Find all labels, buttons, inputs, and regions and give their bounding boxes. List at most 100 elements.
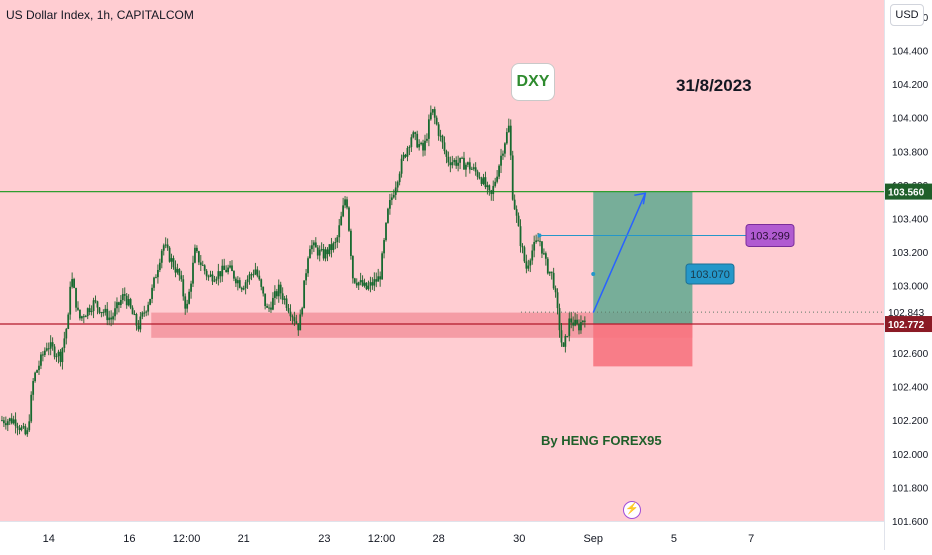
candle-body[interactable] — [18, 428, 21, 431]
candle-body[interactable] — [470, 168, 473, 170]
candle-body[interactable] — [40, 354, 42, 366]
candle-body[interactable] — [478, 176, 481, 179]
candle-body[interactable] — [519, 226, 522, 247]
candle-body[interactable] — [10, 418, 13, 424]
candle-body[interactable] — [543, 253, 545, 255]
candle-body[interactable] — [112, 316, 114, 320]
candle-body[interactable] — [566, 336, 569, 338]
candle-body[interactable] — [529, 260, 532, 266]
candle-body[interactable] — [199, 262, 202, 265]
candle-body[interactable] — [258, 275, 261, 280]
candle-body[interactable] — [170, 258, 173, 262]
candle-body[interactable] — [65, 328, 68, 339]
candle-body[interactable] — [363, 282, 366, 286]
candle-body[interactable] — [272, 297, 274, 310]
candle-body[interactable] — [544, 253, 547, 259]
candle-body[interactable] — [133, 314, 136, 316]
candle-body[interactable] — [225, 269, 228, 273]
candle-body[interactable] — [186, 303, 189, 309]
candle-body[interactable] — [554, 288, 557, 293]
candle-body[interactable] — [346, 199, 348, 208]
candle-body[interactable] — [344, 199, 346, 206]
candle-body[interactable] — [34, 372, 36, 382]
candle-body[interactable] — [63, 338, 66, 348]
candle-body[interactable] — [318, 249, 321, 256]
candle-body[interactable] — [513, 199, 516, 210]
target-arrow[interactable] — [592, 192, 647, 313]
candle-body[interactable] — [342, 205, 345, 217]
candle-body[interactable] — [102, 312, 105, 314]
candle-body[interactable] — [334, 242, 337, 244]
candle-body[interactable] — [153, 277, 155, 288]
candle-body[interactable] — [328, 244, 331, 255]
candle-body[interactable] — [311, 245, 313, 250]
candle-body[interactable] — [67, 314, 70, 329]
candle-body[interactable] — [527, 265, 530, 269]
candle-body[interactable] — [468, 162, 471, 170]
candle-body[interactable] — [398, 173, 401, 183]
candle-body[interactable] — [203, 265, 206, 271]
candle-body[interactable] — [580, 322, 582, 331]
symbol-title[interactable]: US Dollar Index, 1h, CAPITALCOM — [6, 8, 194, 22]
candle-body[interactable] — [548, 271, 551, 274]
candle-body[interactable] — [582, 320, 584, 323]
tp1-label-box[interactable] — [685, 263, 735, 285]
candle-body[interactable] — [8, 418, 11, 422]
candle-body[interactable] — [236, 280, 239, 284]
resistance-price-tag-box[interactable] — [885, 183, 932, 200]
candle-body[interactable] — [57, 351, 60, 357]
candle-body[interactable] — [182, 279, 185, 297]
candle-body[interactable] — [564, 336, 567, 347]
candle-body[interactable] — [22, 426, 25, 428]
candle-body[interactable] — [338, 225, 341, 238]
candle-body[interactable] — [143, 312, 146, 314]
candle-body[interactable] — [429, 112, 432, 120]
candle-body[interactable] — [73, 279, 75, 288]
candle-body[interactable] — [332, 243, 335, 250]
candle-body[interactable] — [455, 160, 458, 166]
candle-body[interactable] — [96, 301, 99, 308]
candle-body[interactable] — [77, 307, 79, 310]
stop-zone[interactable] — [593, 324, 693, 367]
candle-body[interactable] — [223, 265, 226, 270]
candle-body[interactable] — [293, 317, 296, 322]
candle-body[interactable] — [88, 308, 91, 313]
candle-body[interactable] — [476, 171, 479, 177]
candle-body[interactable] — [299, 314, 302, 331]
candle-body[interactable] — [445, 151, 448, 157]
candle-body[interactable] — [123, 294, 126, 296]
candle-body[interactable] — [197, 251, 200, 263]
candle-body[interactable] — [515, 209, 518, 216]
candle-body[interactable] — [410, 137, 413, 148]
candle-body[interactable] — [568, 318, 571, 337]
candle-body[interactable] — [192, 262, 194, 284]
candle-body[interactable] — [535, 240, 538, 243]
candle-body[interactable] — [424, 140, 426, 151]
candle-body[interactable] — [472, 167, 475, 169]
candle-body[interactable] — [390, 197, 393, 201]
candle-body[interactable] — [486, 185, 489, 188]
candle-body[interactable] — [266, 306, 268, 308]
candle-body[interactable] — [234, 278, 237, 284]
candle-body[interactable] — [260, 279, 263, 287]
candle-body[interactable] — [279, 284, 282, 294]
candle-body[interactable] — [59, 351, 62, 363]
candle-body[interactable] — [437, 124, 440, 136]
candle-body[interactable] — [505, 132, 508, 144]
candle-body[interactable] — [201, 264, 204, 266]
candle-body[interactable] — [275, 291, 278, 297]
candle-body[interactable] — [90, 311, 93, 313]
candle-body[interactable] — [422, 142, 424, 151]
candle-body[interactable] — [420, 142, 422, 145]
candle-body[interactable] — [155, 277, 157, 279]
candle-body[interactable] — [158, 262, 161, 270]
candle-body[interactable] — [502, 153, 504, 156]
candle-body[interactable] — [353, 278, 356, 283]
candle-body[interactable] — [414, 132, 417, 134]
candle-body[interactable] — [426, 138, 428, 141]
candle-body[interactable] — [80, 316, 83, 319]
candle-body[interactable] — [431, 109, 434, 113]
candle-body[interactable] — [213, 280, 216, 282]
candle-body[interactable] — [1, 420, 3, 422]
candle-body[interactable] — [369, 282, 372, 286]
